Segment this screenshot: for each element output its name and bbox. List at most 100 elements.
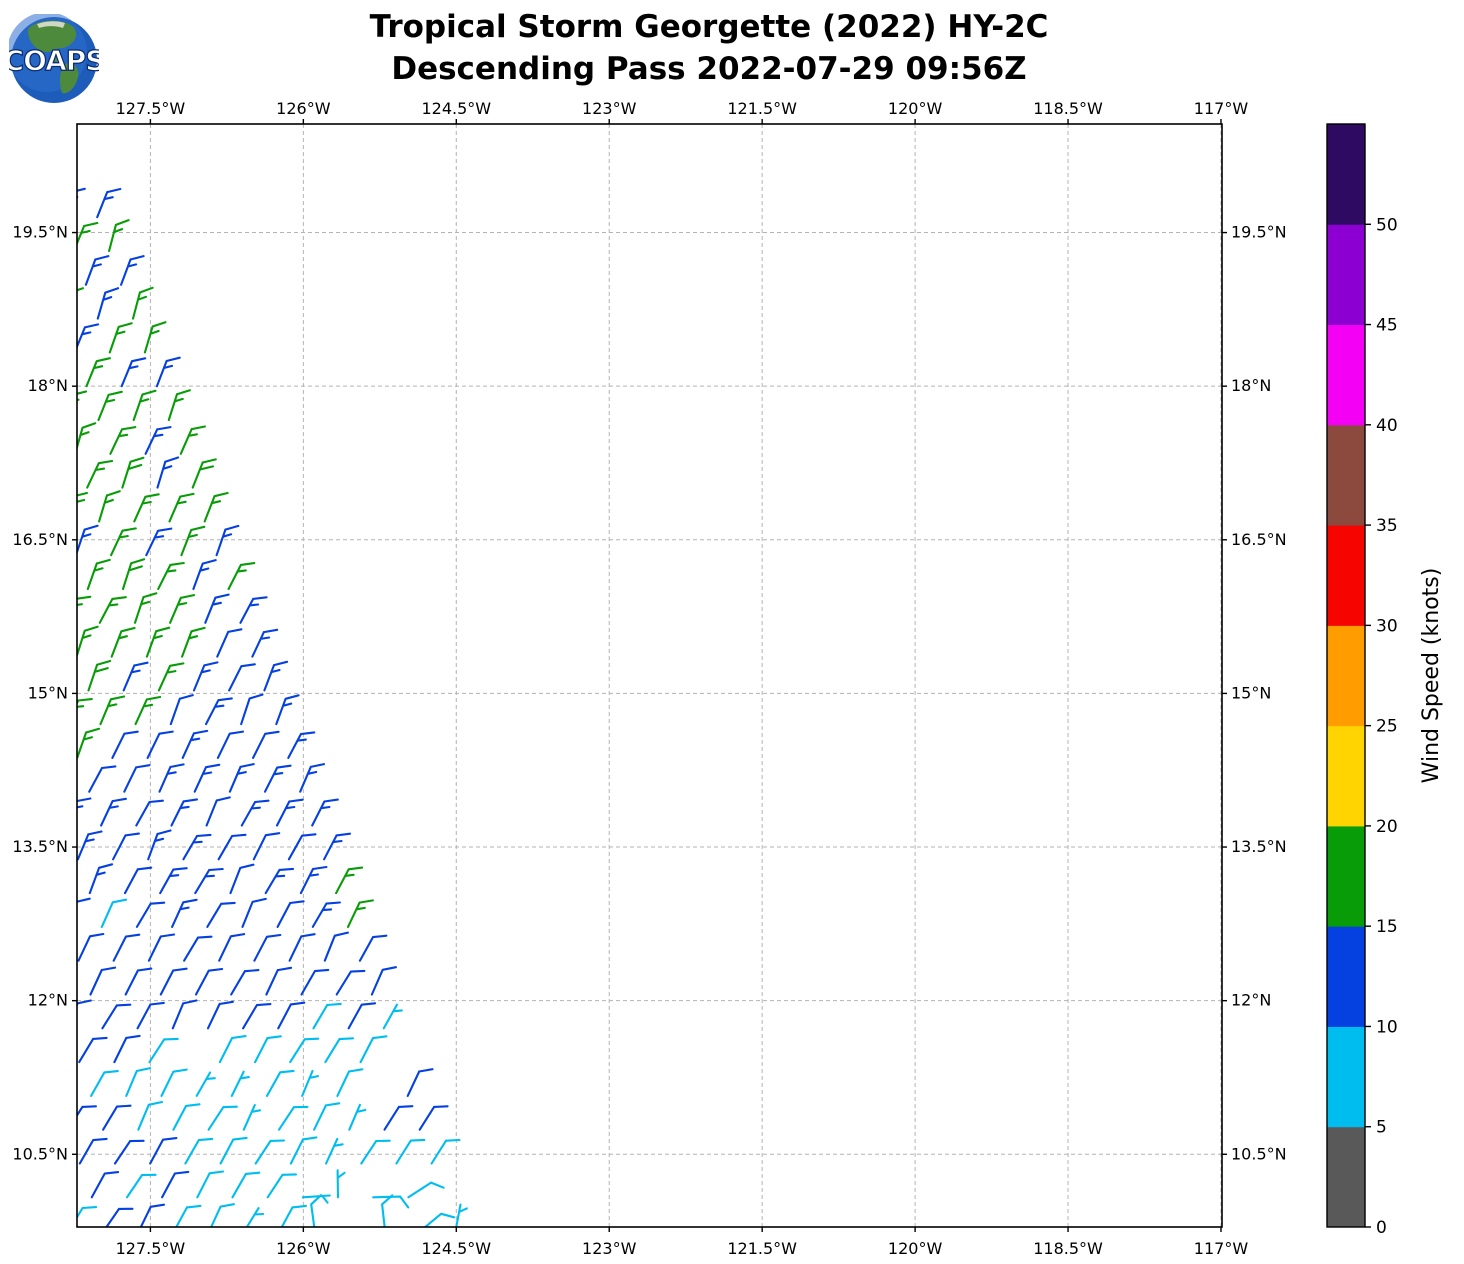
wind-barb	[169, 694, 194, 726]
colorbar-bin	[1327, 1126, 1365, 1228]
wind-barb	[182, 833, 212, 861]
lat-tick-label-left: 13.5°N	[12, 837, 68, 856]
wind-barb	[88, 863, 114, 895]
wind-barb	[143, 321, 167, 354]
wind-barb	[159, 967, 188, 996]
colorbar-tick-label: 0	[1376, 1218, 1387, 1238]
plot-border	[76, 123, 1223, 1228]
wind-barb	[77, 999, 92, 1008]
wind-barb	[123, 866, 153, 895]
wind-barb	[381, 1194, 394, 1227]
wind-barb	[147, 933, 176, 962]
wind-barb	[218, 933, 246, 962]
wind-barb	[77, 221, 99, 247]
wind-barb	[266, 1173, 298, 1199]
wind-barb	[288, 933, 316, 962]
wind-barb	[78, 1036, 108, 1064]
wind-barb	[310, 1194, 323, 1227]
wind-barb	[370, 966, 397, 996]
wind-barb	[181, 626, 206, 658]
lon-tick-label-bottom: 117°W	[1194, 1239, 1249, 1258]
wind-barb	[84, 255, 110, 286]
wind-barb	[418, 1105, 449, 1131]
wind-barb	[240, 799, 270, 827]
wind-barb	[216, 730, 245, 759]
wind-barb	[263, 764, 292, 793]
wind-barb	[219, 1136, 248, 1165]
colorbar: 0 5 10 15 20 25 30 35 40 45 50 Wind Speed (knots)	[1326, 123, 1444, 1238]
wind-barb	[167, 389, 191, 422]
wind-barb	[77, 932, 105, 962]
wind-barb	[124, 967, 153, 996]
wind-barb	[88, 765, 117, 793]
wind-barb	[312, 1002, 342, 1030]
lon-tick-label-bottom: 126°W	[276, 1239, 331, 1258]
wind-barb	[216, 628, 243, 658]
colorbar-bin	[1327, 324, 1365, 426]
wind-barb	[184, 1137, 214, 1165]
wind-barb	[132, 389, 157, 422]
wind-barb	[287, 731, 316, 759]
wind-barb	[149, 1137, 178, 1165]
wind-barb	[228, 763, 255, 793]
colorbar-tick-label: 10	[1376, 1017, 1398, 1037]
wind-barb	[242, 1003, 272, 1030]
lat-tick-label-left: 15°N	[28, 683, 68, 702]
wind-barb	[159, 867, 188, 895]
wind-barb	[157, 561, 185, 591]
wind-barb	[335, 866, 364, 895]
wind-barb	[215, 524, 240, 557]
colorbar-tick-label: 35	[1376, 516, 1398, 536]
wind-barb	[179, 425, 206, 455]
wind-barb	[100, 898, 128, 928]
wind-barb	[109, 426, 137, 455]
wind-barb	[85, 357, 111, 388]
wind-barb	[289, 1136, 318, 1165]
wind-barb	[336, 1169, 346, 1199]
wind-barb	[87, 659, 112, 692]
lon-tick-label-bottom: 124.5°W	[421, 1239, 491, 1258]
wind-barb	[240, 693, 264, 726]
wind-barb	[98, 596, 127, 624]
wind-barb	[89, 966, 117, 996]
wind-barb	[110, 626, 136, 658]
wind-barb	[313, 1102, 341, 1131]
wind-barb	[125, 1173, 157, 1199]
wind-barb	[77, 727, 101, 759]
wind-barb	[287, 833, 317, 861]
lat-tick-label-left: 10.5°N	[12, 1144, 68, 1163]
colorbar-tick-label: 40	[1376, 416, 1398, 436]
wind-barb	[254, 1035, 282, 1064]
wind-barb	[105, 1207, 134, 1227]
wind-barb	[242, 1104, 262, 1131]
colorbar-tick-label: 50	[1376, 215, 1398, 235]
wind-barb	[77, 625, 99, 658]
colorbar-border	[1326, 123, 1366, 1228]
wind-barb	[204, 593, 230, 624]
wind-barb	[155, 356, 181, 388]
wind-barb	[134, 695, 162, 726]
wind-barb	[113, 1139, 145, 1165]
wind-barb	[90, 1171, 120, 1199]
colorbar-tick-label: 25	[1376, 717, 1398, 737]
wind-barb	[289, 1037, 320, 1064]
wind-barb	[96, 287, 120, 320]
lat-tick-label-left: 19.5°N	[12, 223, 68, 242]
wind-barb	[139, 1203, 166, 1227]
wind-barb	[323, 832, 352, 861]
wind-barb	[135, 901, 166, 928]
colorbar-tick-label: 45	[1376, 316, 1398, 336]
wind-barb	[252, 832, 281, 861]
wind-barb	[125, 1067, 152, 1097]
wind-barb	[170, 798, 199, 827]
axis-ticks	[72, 119, 1227, 1232]
wind-barb	[158, 763, 185, 793]
lat-tick-label-right: 16.5°N	[1231, 530, 1287, 549]
lat-tick-label-left: 16.5°N	[12, 530, 68, 549]
wind-barb	[77, 422, 97, 452]
wind-barb	[194, 867, 224, 895]
lat-tick-label-right: 12°N	[1231, 991, 1271, 1010]
wind-barb	[133, 493, 160, 523]
wind-barb	[77, 187, 86, 199]
wind-barb	[146, 730, 174, 759]
